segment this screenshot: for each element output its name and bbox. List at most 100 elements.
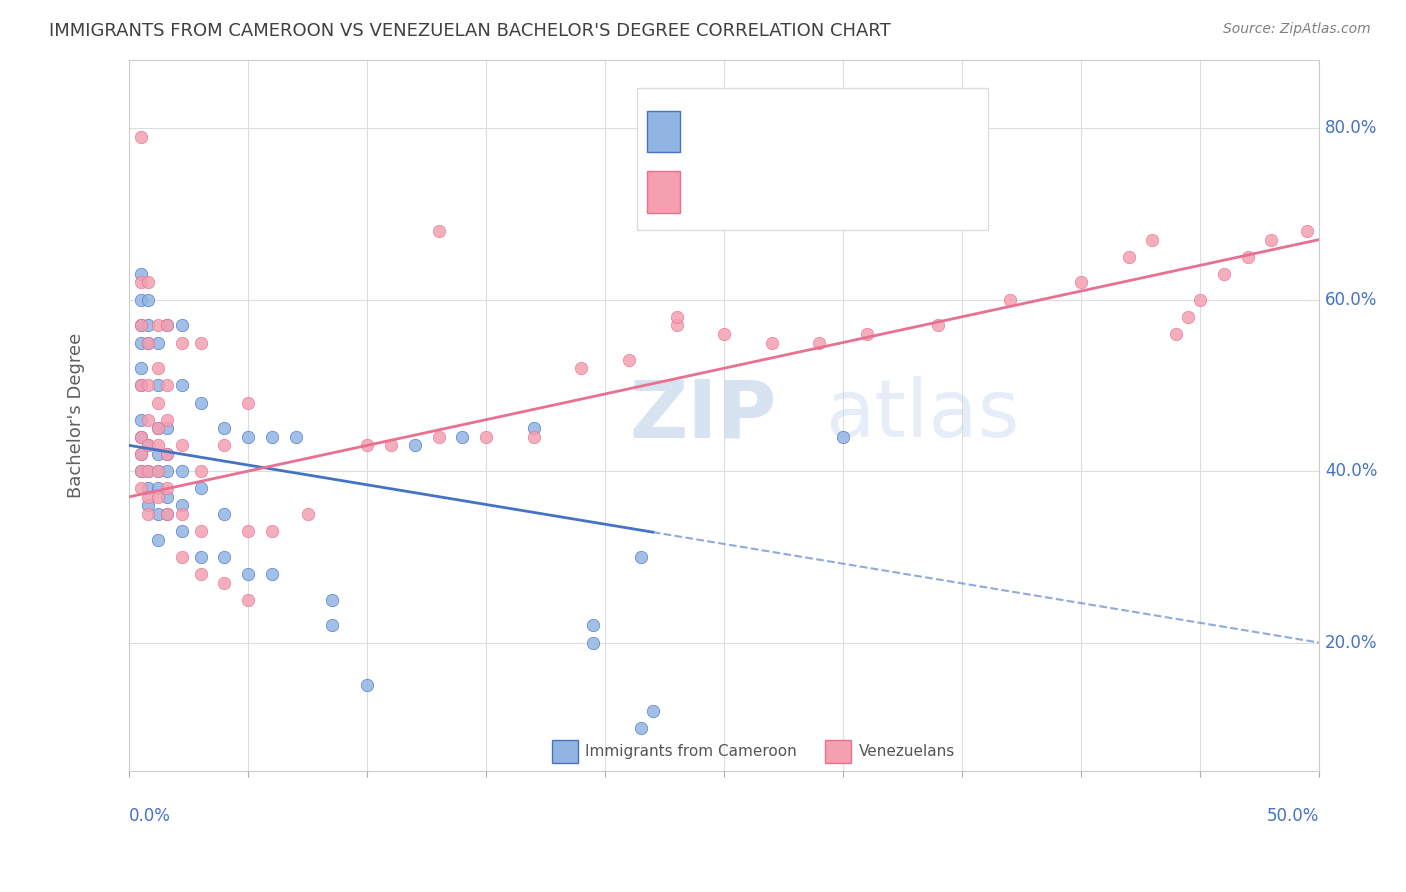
- Point: [214, 438, 236, 452]
- Point: [136, 507, 159, 521]
- Text: 0.0%: 0.0%: [129, 806, 172, 825]
- Point: [156, 464, 179, 478]
- Point: [170, 438, 193, 452]
- Point: [146, 464, 169, 478]
- Text: Immigrants from Cameroon: Immigrants from Cameroon: [585, 744, 797, 759]
- Point: [129, 267, 152, 281]
- Point: [927, 318, 949, 333]
- Point: [1236, 250, 1258, 264]
- Text: 50.0%: 50.0%: [1267, 806, 1319, 825]
- Point: [190, 524, 212, 538]
- FancyBboxPatch shape: [551, 739, 578, 763]
- Point: [136, 438, 159, 452]
- Point: [630, 721, 652, 735]
- Point: [170, 464, 193, 478]
- Point: [260, 566, 283, 581]
- Point: [129, 481, 152, 495]
- Point: [260, 524, 283, 538]
- Point: [356, 678, 378, 692]
- Point: [238, 395, 260, 409]
- Point: [1177, 310, 1199, 324]
- Text: 20.0%: 20.0%: [1324, 633, 1378, 651]
- Point: [170, 549, 193, 564]
- Point: [190, 464, 212, 478]
- Point: [129, 276, 152, 290]
- Point: [998, 293, 1021, 307]
- Point: [156, 318, 179, 333]
- Point: [146, 533, 169, 547]
- Point: [129, 378, 152, 392]
- Point: [569, 361, 592, 376]
- Point: [170, 335, 193, 350]
- Point: [156, 490, 179, 504]
- Point: [808, 335, 831, 350]
- Point: [641, 704, 664, 718]
- Point: [146, 490, 169, 504]
- Point: [146, 447, 169, 461]
- Text: R = -0.115    N = 59: R = -0.115 N = 59: [692, 118, 891, 136]
- Point: [260, 430, 283, 444]
- Point: [617, 352, 640, 367]
- FancyBboxPatch shape: [647, 171, 681, 212]
- FancyBboxPatch shape: [825, 739, 852, 763]
- Point: [129, 293, 152, 307]
- Point: [1296, 224, 1319, 238]
- Point: [523, 421, 546, 435]
- Point: [129, 447, 152, 461]
- Point: [129, 318, 152, 333]
- Point: [129, 464, 152, 478]
- Point: [146, 438, 169, 452]
- Point: [136, 335, 159, 350]
- Point: [136, 412, 159, 426]
- Point: [1188, 293, 1211, 307]
- FancyBboxPatch shape: [647, 111, 681, 153]
- Point: [832, 430, 855, 444]
- Point: [582, 618, 605, 632]
- Point: [190, 549, 212, 564]
- Point: [1142, 233, 1164, 247]
- Point: [170, 524, 193, 538]
- Point: [156, 481, 179, 495]
- Point: [146, 421, 169, 435]
- Point: [238, 566, 260, 581]
- Point: [214, 575, 236, 590]
- Point: [146, 507, 169, 521]
- Point: [129, 430, 152, 444]
- Point: [214, 421, 236, 435]
- Point: [214, 507, 236, 521]
- Point: [356, 438, 378, 452]
- Point: [129, 318, 152, 333]
- Point: [170, 318, 193, 333]
- Point: [630, 549, 652, 564]
- Point: [136, 378, 159, 392]
- Point: [321, 618, 343, 632]
- Point: [146, 318, 169, 333]
- Text: 60.0%: 60.0%: [1324, 291, 1378, 309]
- Point: [136, 276, 159, 290]
- Point: [146, 481, 169, 495]
- Point: [170, 378, 193, 392]
- Point: [136, 490, 159, 504]
- Point: [761, 335, 783, 350]
- Point: [146, 335, 169, 350]
- Point: [156, 318, 179, 333]
- Point: [665, 310, 688, 324]
- Point: [404, 438, 426, 452]
- Text: R = 0.452    N = 70: R = 0.452 N = 70: [692, 178, 883, 197]
- FancyBboxPatch shape: [637, 88, 988, 230]
- Point: [136, 481, 159, 495]
- Point: [665, 318, 688, 333]
- Point: [146, 378, 169, 392]
- Point: [136, 438, 159, 452]
- Point: [156, 447, 179, 461]
- Point: [156, 378, 179, 392]
- Point: [214, 549, 236, 564]
- Point: [190, 335, 212, 350]
- Point: [1166, 326, 1188, 341]
- Point: [129, 378, 152, 392]
- Point: [1260, 233, 1282, 247]
- Point: [238, 430, 260, 444]
- Point: [170, 499, 193, 513]
- Point: [1118, 250, 1140, 264]
- Text: Source: ZipAtlas.com: Source: ZipAtlas.com: [1223, 22, 1371, 37]
